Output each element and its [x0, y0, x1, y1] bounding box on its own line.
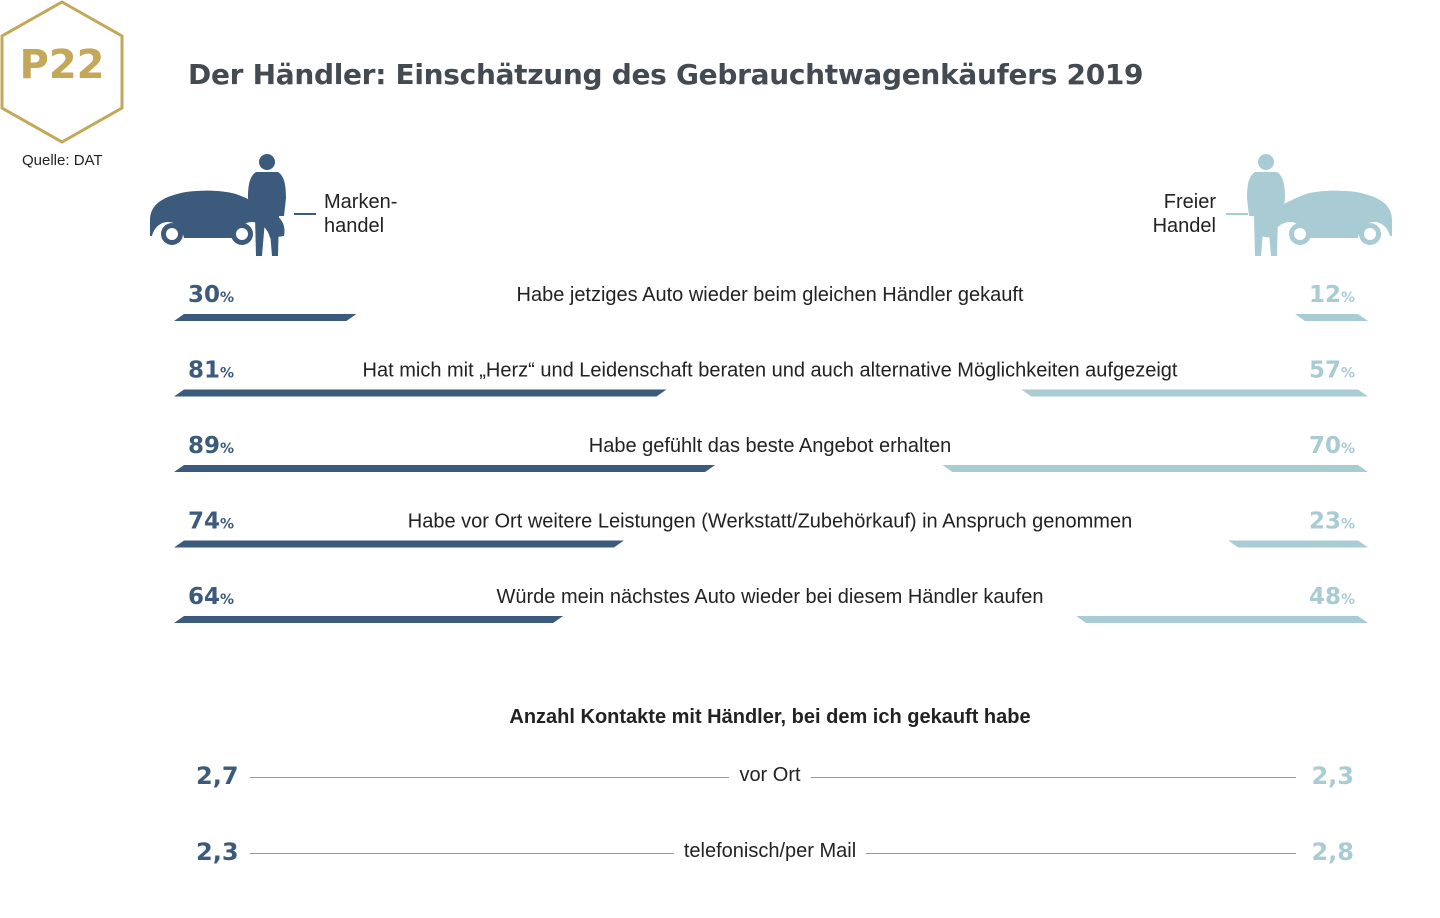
car-with-person-icon — [150, 154, 286, 256]
contact-value-left: 2,3 — [196, 838, 239, 866]
bar-markenhandel — [174, 465, 716, 472]
bar-freier-handel — [1228, 540, 1368, 548]
data-label-markenhandel: 30% — [188, 282, 234, 308]
bar-markenhandel — [174, 389, 667, 397]
car-with-person-icon — [1247, 154, 1392, 256]
contact-row-telefonisch: telefonisch/per Mail 2,3 2,8 — [0, 838, 1440, 878]
data-label-freier-handel: 70% — [1309, 433, 1355, 459]
bar-freier-handel — [1021, 389, 1368, 397]
data-label-markenhandel: 64% — [188, 584, 234, 610]
category-label: Habe jetziges Auto wieder beim gleichen … — [517, 284, 1024, 306]
legend-tick-left — [294, 213, 316, 215]
contact-label: telefonisch/per Mail — [673, 840, 867, 862]
legend-label-left: Marken- handel — [324, 191, 398, 237]
data-label-freier-handel: 48% — [1309, 584, 1355, 610]
contact-value-left: 2,7 — [196, 762, 239, 790]
p22-badge — [0, 0, 124, 144]
data-label-freier-handel: 12% — [1309, 282, 1355, 308]
bar-markenhandel — [174, 540, 624, 548]
contact-row-vor-ort: vor Ort 2,7 2,3 — [0, 762, 1440, 802]
chart-title: Der Händler: Einschätzung des Gebrauchtw… — [188, 58, 1144, 91]
bar-markenhandel — [174, 616, 564, 623]
bar-markenhandel — [174, 314, 357, 321]
category-label: Habe vor Ort weitere Leistungen (Werksta… — [408, 511, 1132, 533]
contacts-title: Anzahl Kontakte mit Händler, bei dem ich… — [509, 706, 1031, 728]
bar-freier-handel — [1295, 314, 1368, 321]
source-note: Quelle: DAT — [22, 152, 103, 169]
category-label: Habe gefühlt das beste Angebot erhalten — [589, 435, 952, 457]
badge-label: P22 — [19, 42, 105, 88]
data-label-freier-handel: 57% — [1309, 358, 1355, 384]
bar-freier-handel — [942, 465, 1368, 472]
data-label-markenhandel: 89% — [188, 433, 234, 459]
contact-label: vor Ort — [729, 764, 811, 786]
contact-value-right: 2,3 — [1311, 762, 1354, 790]
data-label-markenhandel: 74% — [188, 509, 234, 535]
data-label-markenhandel: 81% — [188, 358, 234, 384]
data-label-freier-handel: 23% — [1309, 509, 1355, 535]
category-label: Würde mein nächstes Auto wieder bei dies… — [497, 586, 1044, 608]
bar-freier-handel — [1076, 616, 1368, 623]
category-label: Hat mich mit „Herz“ und Leidenschaft ber… — [363, 360, 1178, 382]
legend-label-right: Freier Handel — [1152, 191, 1216, 237]
legend-tick-right — [1226, 213, 1248, 215]
contact-value-right: 2,8 — [1311, 838, 1354, 866]
